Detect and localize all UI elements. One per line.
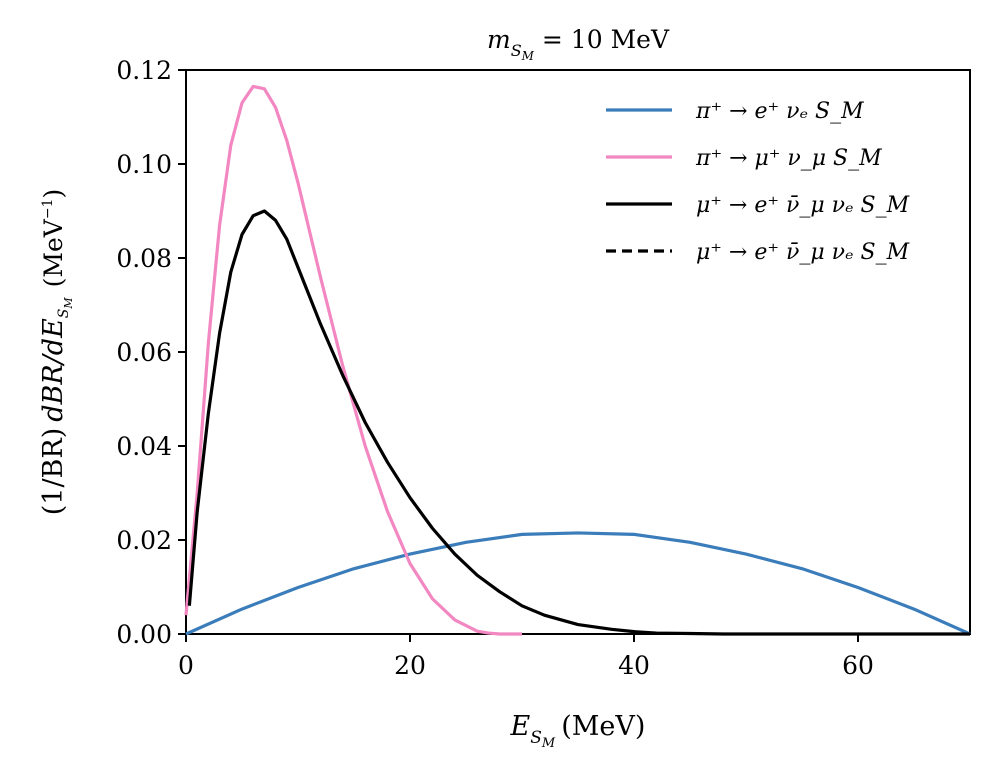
- x-axis: 0 20 40 60: [178, 634, 874, 680]
- legend: π⁺ → e⁺ νₑ S_M π⁺ → μ⁺ ν_μ S_M μ⁺ → e⁺ ν̄_…: [606, 99, 910, 265]
- y-tick-label: 0.10: [116, 150, 172, 179]
- y-axis-title: (1/BR)dBR/dESM(MeV−1): [38, 189, 75, 516]
- x-tick-label: 20: [394, 651, 426, 680]
- x-tick-label: 60: [842, 651, 874, 680]
- legend-label-0: π⁺ → e⁺ νₑ S_M: [695, 99, 864, 124]
- chart-title: mSM = 10 MeV: [487, 25, 670, 63]
- x-tick-label: 0: [178, 651, 194, 680]
- svg-text:(1/BR)dBR/dESM(MeV−1): (1/BR)dBR/dESM(MeV−1): [38, 189, 75, 516]
- y-tick-label: 0.02: [116, 526, 172, 555]
- y-tick-label: 0.06: [116, 338, 172, 367]
- y-tick-label: 0.08: [116, 244, 172, 273]
- legend-label-3: μ⁺ → e⁺ ν̄_μ νₑ S_M: [696, 240, 910, 265]
- series-line-1: [184, 84, 522, 636]
- series-group: [184, 84, 971, 636]
- series-line-0: [185, 531, 971, 636]
- y-axis: 0.00 0.02 0.04 0.06 0.08 0.10 0.12: [116, 56, 186, 649]
- y-tick-label: 0.00: [116, 620, 172, 649]
- series-line-2: [187, 209, 970, 636]
- y-tick-label: 0.04: [116, 432, 172, 461]
- y-tick-label: 0.12: [116, 56, 172, 85]
- x-axis-title: ESM(MeV): [510, 711, 646, 751]
- x-tick-label: 40: [618, 651, 650, 680]
- legend-label-2: μ⁺ → e⁺ ν̄_μ νₑ S_M: [696, 193, 910, 218]
- legend-label-1: π⁺ → μ⁺ ν_μ S_M: [695, 146, 882, 171]
